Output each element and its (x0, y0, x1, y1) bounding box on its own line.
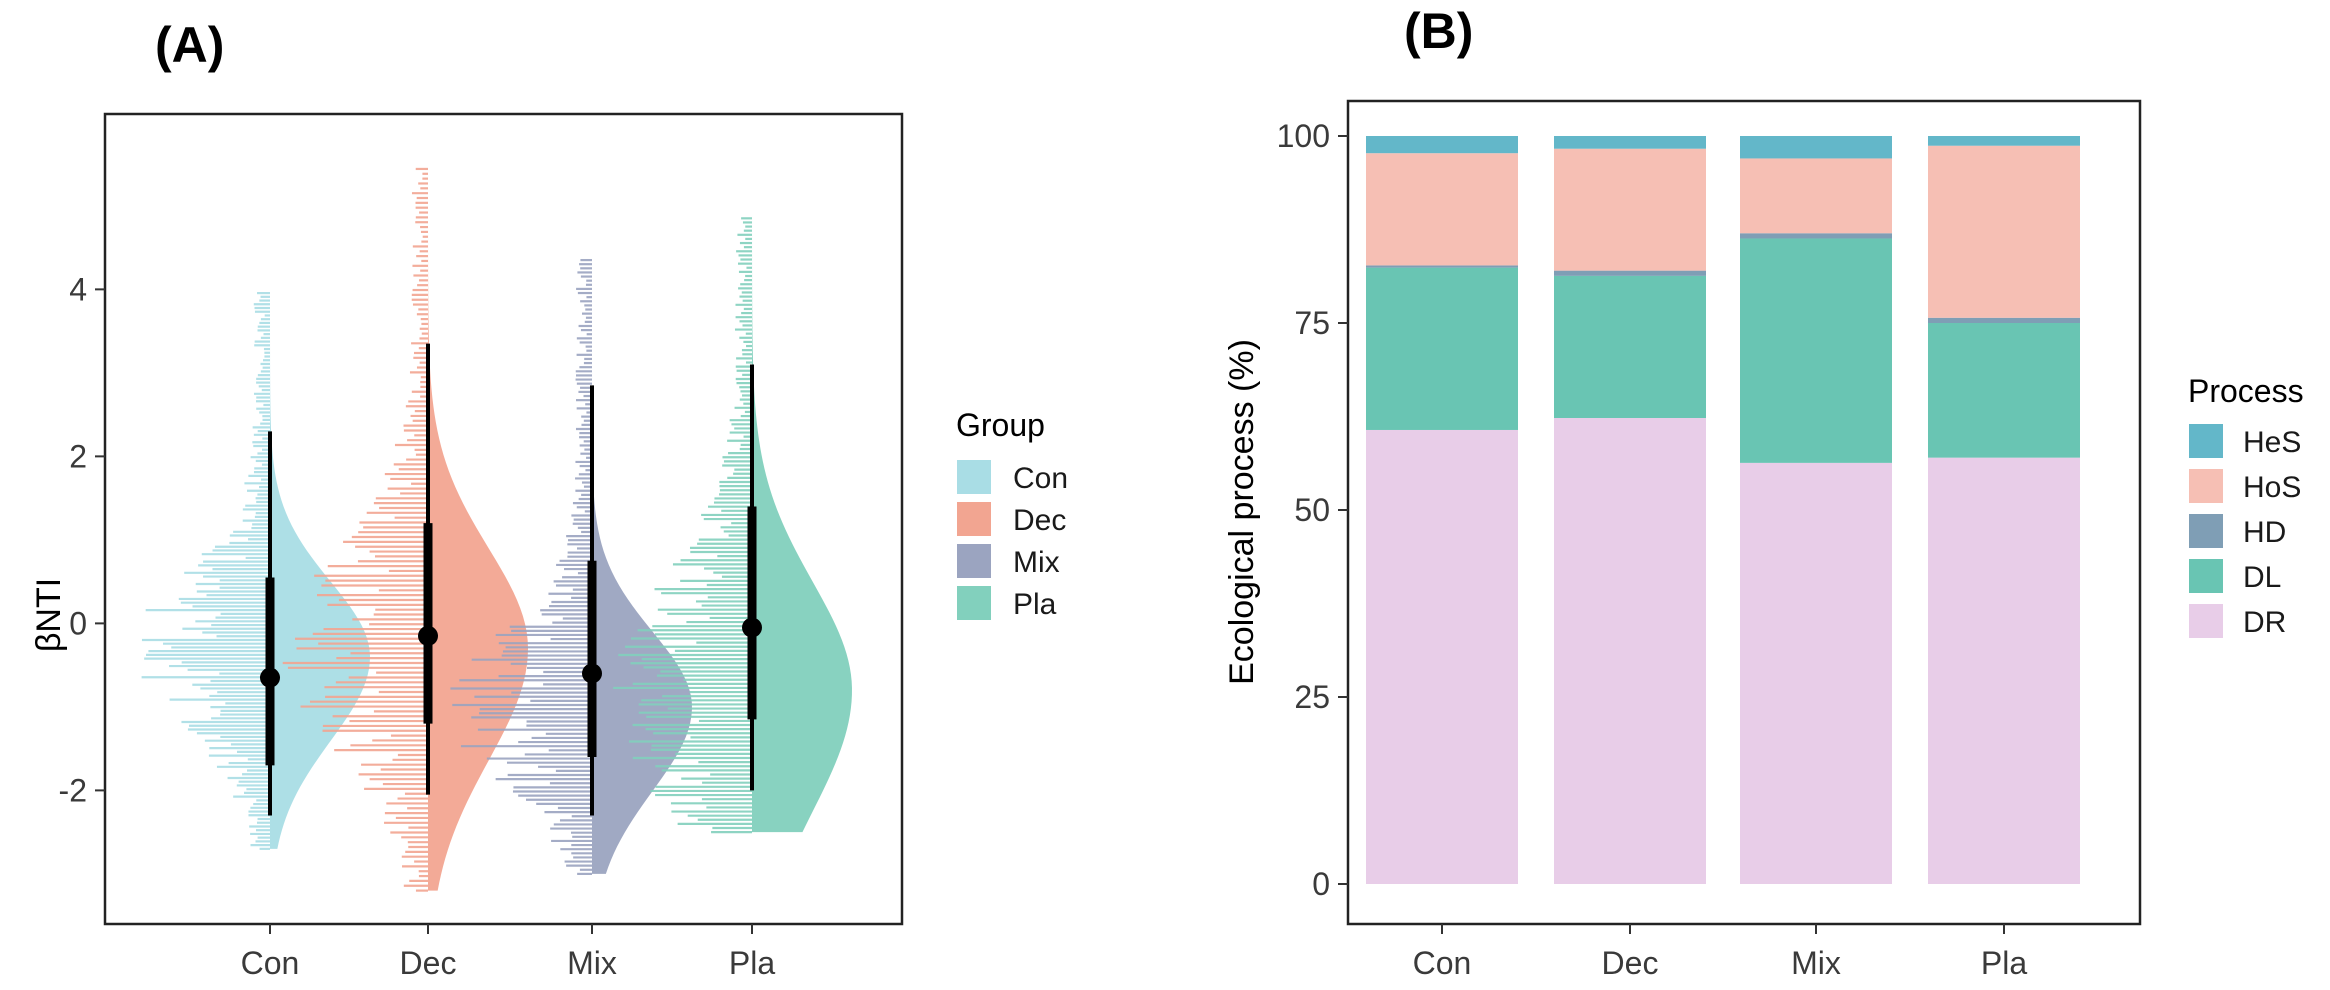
median-point-dec (418, 625, 438, 646)
bar-segment-pla-hd (1928, 317, 2080, 323)
legend-label-con: Con (1013, 462, 1068, 495)
legend-label-dr: DR (2243, 606, 2286, 639)
legend-swatch-hes (2189, 424, 2223, 458)
median-point-mix (582, 663, 602, 684)
legend-label-hes: HeS (2243, 426, 2301, 459)
legend-swatch-hos (2189, 469, 2223, 503)
panel-b-y-tick-label: 50 (1294, 492, 1330, 528)
violin-half-dec (428, 164, 528, 891)
bar-segment-dec-hd (1554, 270, 1706, 276)
bar-segment-con-dr (1366, 429, 1518, 884)
violin-half-con (270, 289, 370, 849)
panel-b-x-tick-label: Con (1413, 945, 1472, 981)
raincloud-con (141, 289, 370, 850)
bar-segment-dec-dr (1554, 417, 1706, 884)
panel-b-label: (B) (1404, 3, 1473, 59)
median-point-pla (742, 617, 762, 638)
violin-half-pla (752, 214, 852, 833)
panel-a-x-tick-label: Mix (567, 945, 617, 981)
legend-swatch-con (957, 460, 991, 494)
panel-b-legend-title: Process (2188, 373, 2304, 409)
raincloud-pla (613, 214, 852, 834)
legend-swatch-pla (957, 586, 991, 620)
legend-label-mix: Mix (1013, 546, 1060, 579)
panel-a-frame (103, 112, 904, 926)
legend-label-hd: HD (2243, 516, 2286, 549)
panel-a-label: (A) (155, 17, 224, 73)
panel-b-frame (1346, 99, 2142, 926)
panel-a-y-tick-label: 2 (69, 438, 87, 474)
bar-segment-pla-hes (1928, 136, 2080, 146)
panel-a-x-tick-label: Con (241, 945, 300, 981)
bar-segment-dec-hos (1554, 148, 1706, 271)
panel-a-plot-area (141, 164, 852, 892)
panel-b-x-tick-label: Pla (1981, 945, 2027, 981)
bar-segment-con-dl (1366, 267, 1518, 430)
bar-segment-mix-dl (1740, 238, 1892, 463)
panel-a-x-tick-label: Pla (729, 945, 775, 981)
bar-segment-con-hes (1366, 136, 1518, 154)
panel-b-y-axis: 0 25 50 75 100 (1277, 118, 1348, 902)
panel-b-y-tick-label: 75 (1294, 305, 1330, 341)
panel-a-y-tick-label: -2 (59, 772, 87, 808)
bar-segment-pla-dl (1928, 323, 2080, 458)
panel-a-y-axis: -2 0 2 4 (59, 271, 105, 808)
panel-b-x-tick-label: Dec (1602, 945, 1659, 981)
bar-segment-dec-hes (1554, 136, 1706, 149)
panel-b-y-tick-label: 0 (1312, 866, 1330, 902)
legend-swatch-mix (957, 544, 991, 578)
legend-label-dec: Dec (1013, 504, 1066, 537)
legend-swatch-hd (2189, 514, 2223, 548)
bar-segment-con-hos (1366, 153, 1518, 266)
panel-b-y-tick-label: 25 (1294, 679, 1330, 715)
bar-segment-pla-dr (1928, 457, 2080, 884)
bar-segment-dec-dl (1554, 275, 1706, 418)
panel-a-y-tick-label: 4 (69, 271, 87, 307)
bar-segment-pla-hos (1928, 145, 2080, 318)
panel-b-legend: Process HeS HoS HD DL DR (2188, 373, 2304, 639)
bar-segment-con-hd (1366, 265, 1518, 268)
bar-segment-mix-hes (1740, 136, 1892, 159)
bar-segment-mix-hd (1740, 233, 1892, 239)
bar-segment-mix-hos (1740, 158, 1892, 234)
violin-half-mix (592, 255, 692, 874)
legend-label-hos: HoS (2243, 471, 2301, 504)
panel-a-x-axis: Con Dec Mix Pla (241, 924, 775, 981)
legend-swatch-dec (957, 502, 991, 536)
legend-swatch-dl (2189, 559, 2223, 593)
panel-b-y-tick-label: 100 (1277, 118, 1330, 154)
panel-a-raincloud: (A) -2 0 2 4 Con Dec Mix Pla βNTI Group Con Dec… (30, 17, 1068, 981)
legend-swatch-dr (2189, 604, 2223, 638)
panel-a-y-tick-label: 0 (69, 605, 87, 641)
bar-segment-mix-dr (1740, 462, 1892, 884)
legend-label-dl: DL (2243, 561, 2281, 594)
panel-b-stacked-bar: (B) 0 25 50 75 100 Con Dec Mix Pla Ecological p… (1223, 3, 2304, 981)
panel-b-y-axis-title: Ecological process (%) (1223, 339, 1261, 685)
panel-a-legend: Group Con Dec Mix Pla (956, 407, 1068, 621)
panel-b-x-axis: Con Dec Mix Pla (1413, 924, 2027, 981)
panel-a-legend-title: Group (956, 407, 1045, 443)
panel-a-x-tick-label: Dec (400, 945, 457, 981)
panel-b-x-tick-label: Mix (1791, 945, 1841, 981)
legend-label-pla: Pla (1013, 588, 1057, 621)
panel-b-plot-area (1366, 136, 2080, 884)
median-point-con (260, 667, 280, 688)
raincloud-dec (282, 164, 528, 892)
panel-a-y-axis-title: βNTI (30, 578, 68, 652)
raincloud-mix (450, 255, 692, 875)
